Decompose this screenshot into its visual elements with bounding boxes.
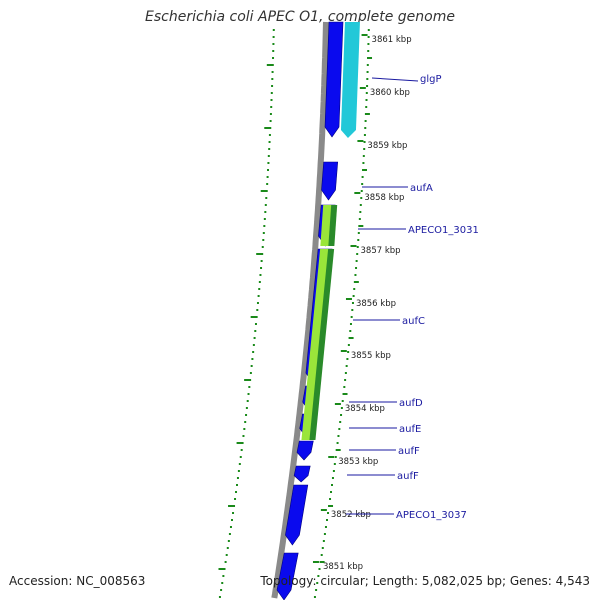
scale-label: 3860 kbp <box>370 88 410 98</box>
scale-label: 3861 kbp <box>372 35 412 45</box>
accession-label: Accession: NC_008563 <box>9 574 146 588</box>
similarity-track-dark-green <box>309 249 335 440</box>
gene-label: aufA <box>410 183 433 194</box>
topology-label: Topology: circular; Length: 5,082,025 bp… <box>260 574 590 588</box>
scale-label: 3854 kbp <box>345 404 385 414</box>
cds-arrow <box>324 21 344 138</box>
cds-arrow <box>276 552 299 600</box>
scale-label: 3859 kbp <box>367 141 407 151</box>
scale-label: 3855 kbp <box>351 351 391 361</box>
gene-label: APECO1_3031 <box>408 225 479 236</box>
similarity-track-dark-green <box>328 205 338 246</box>
gene-label: aufE <box>399 424 421 435</box>
cds-arrow <box>321 161 339 201</box>
gene-label: aufF <box>397 471 419 482</box>
gene-label: glgP <box>420 74 442 85</box>
scale-label: 3858 kbp <box>364 193 404 203</box>
gene-label: aufC <box>402 316 425 327</box>
scale-label: 3856 kbp <box>356 299 396 309</box>
map-title: Escherichia coli APEC O1, complete genom… <box>145 9 455 25</box>
similarity-track-teal <box>340 22 360 138</box>
scale-label: 3851 kbp <box>323 562 363 572</box>
scale-label: 3852 kbp <box>331 510 371 520</box>
gene-label: aufD <box>399 398 423 409</box>
gene-label: APECO1_3037 <box>396 510 467 521</box>
cds-arrow <box>296 440 314 461</box>
cds-arrow <box>293 465 311 483</box>
scale-label: 3853 kbp <box>338 457 378 467</box>
cds-arrow <box>285 484 309 546</box>
genome-backbone <box>271 21 329 599</box>
gene-label: aufF <box>398 446 420 457</box>
scale-label: 3857 kbp <box>361 246 401 256</box>
gene-leader-line <box>371 77 419 82</box>
